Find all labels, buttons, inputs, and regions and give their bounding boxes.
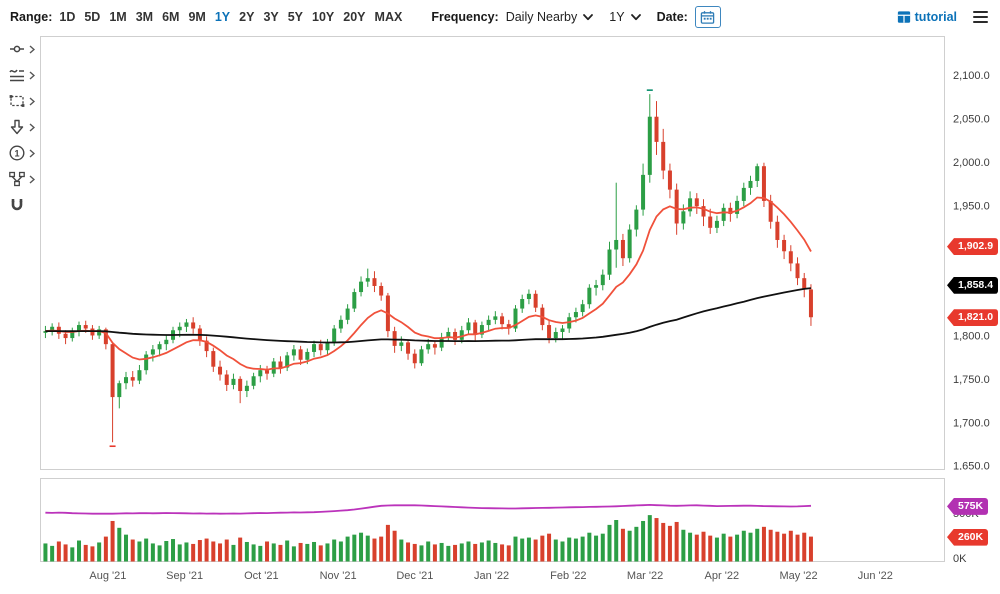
range-option-3y[interactable]: 3Y	[263, 10, 279, 24]
menu-icon[interactable]	[971, 9, 990, 26]
period-value: 1Y	[609, 10, 625, 24]
magnet-tool-icon	[11, 199, 23, 211]
chevron-down-icon	[630, 13, 641, 20]
trendline-tool[interactable]	[8, 40, 35, 58]
range-option-2y[interactable]: 2Y	[239, 10, 255, 24]
range-option-9m[interactable]: 9M	[188, 10, 206, 24]
indicators-tool[interactable]	[8, 66, 35, 84]
period-dropdown[interactable]: 1Y	[609, 10, 641, 24]
price-badge: 1,902.9	[947, 238, 999, 256]
trendline-tool-icon	[10, 45, 24, 53]
x-axis-label: Oct '21	[244, 570, 279, 582]
range-options: 1D 5D 1M 3M 6M 9M 1Y 2Y 3Y 5Y 10Y 20Y MAX	[59, 10, 411, 24]
range-option-max[interactable]: MAX	[374, 10, 403, 24]
chevron-down-icon	[583, 13, 594, 20]
number-one-circle-icon: 1	[9, 145, 25, 161]
x-axis-label: Jan '22	[474, 570, 510, 582]
chart-area: 2,100.0 2,050.0 2,000.0 1,950.0 1,800.0 1,750…	[40, 36, 1000, 592]
chevron-right-icon	[29, 96, 35, 106]
svg-text:1: 1	[14, 148, 19, 158]
y-axis-label: 1,800.0	[953, 330, 990, 342]
volume-bars	[43, 515, 813, 562]
chevron-right-icon	[29, 70, 35, 80]
x-axis-label: Nov '21	[319, 570, 357, 582]
range-option-6m[interactable]: 6M	[162, 10, 180, 24]
x-axis-label: Sep '21	[166, 570, 204, 582]
chevron-right-icon	[29, 174, 35, 184]
range-option-1y[interactable]: 1Y	[214, 10, 231, 24]
x-axis: Aug '21 Sep '21 Oct '21 Nov '21 Dec '21 Jan '…	[40, 570, 945, 586]
frequency-label: Frequency:	[431, 10, 499, 24]
x-axis-label: Feb '22	[550, 570, 587, 582]
top-toolbar: Range: 1D 5D 1M 3M 6M 9M 1Y 2Y 3Y 5Y 10Y 20Y MAX Fre…	[0, 0, 1000, 34]
chevron-right-icon	[29, 122, 35, 132]
range-option-5y[interactable]: 5Y	[287, 10, 304, 24]
ma-slow-line	[45, 287, 812, 344]
y-axis-label: 2,050.0	[953, 113, 990, 125]
y-axis-label: 1,650.0	[953, 461, 990, 470]
volume-chart[interactable]: 500K0K	[40, 478, 1000, 566]
tutorial-link[interactable]: tutorial	[897, 10, 957, 24]
object-tree-tool-icon	[9, 171, 25, 187]
candles	[43, 94, 813, 443]
calendar-icon	[701, 10, 715, 24]
arrow-tool[interactable]	[8, 118, 35, 136]
range-option-1m[interactable]: 1M	[109, 10, 127, 24]
tutorial-label: tutorial	[914, 10, 957, 24]
range-option-10y[interactable]: 10Y	[312, 10, 335, 24]
volume-badge: 260K	[947, 528, 989, 546]
range-label: Range:	[10, 10, 53, 24]
range-option-1d[interactable]: 1D	[59, 10, 76, 24]
frequency-dropdown[interactable]: Daily Nearby	[506, 10, 594, 24]
tutorial-icon	[897, 11, 910, 23]
x-axis-label: Jun '22	[857, 570, 893, 582]
toolbar-right: tutorial	[897, 9, 990, 26]
range-option-5d[interactable]: 5D	[84, 10, 101, 24]
ma-fast-line	[45, 196, 812, 371]
range-option-3m[interactable]: 3M	[135, 10, 154, 24]
indicators-tool-icon	[9, 69, 24, 82]
objects-tool[interactable]	[8, 170, 35, 188]
price-chart[interactable]: 2,100.0 2,050.0 2,000.0 1,950.0 1,800.0 1,750…	[40, 36, 1000, 470]
y-axis-label: 1,750.0	[953, 374, 990, 386]
chevron-right-icon	[29, 44, 35, 54]
price-badge: 1,821.0	[947, 309, 999, 327]
x-axis-label: Dec '21	[396, 570, 434, 582]
x-axis-label: May '22	[779, 570, 818, 582]
number-annotation-tool[interactable]: 1	[8, 144, 35, 162]
volume-badge: 575K	[947, 497, 989, 515]
y-axis-label: 1,950.0	[953, 200, 990, 212]
y-axis-label: 1,700.0	[953, 417, 990, 429]
magnet-tool[interactable]	[8, 196, 26, 214]
date-picker-button[interactable]	[694, 6, 721, 28]
frequency-value: Daily Nearby	[505, 10, 578, 24]
y-axis-label: 2,000.0	[953, 157, 990, 169]
shapes-tool-icon	[9, 95, 25, 107]
date-label: Date:	[656, 10, 688, 24]
volume-axis-label: 0K	[953, 553, 967, 565]
drawing-tools-rail: 1	[0, 40, 40, 214]
price-badge: 1,858.4	[947, 276, 999, 294]
open-interest-line	[45, 503, 812, 515]
x-axis-label: Aug '21	[89, 570, 127, 582]
x-axis-label: Mar '22	[626, 570, 664, 582]
arrow-down-tool-icon	[10, 119, 24, 135]
range-option-20y[interactable]: 20Y	[343, 10, 366, 24]
y-axis-label: 2,100.0	[953, 70, 990, 82]
chevron-right-icon	[29, 148, 35, 158]
shapes-tool[interactable]	[8, 92, 35, 110]
x-axis-label: Apr '22	[704, 570, 740, 582]
